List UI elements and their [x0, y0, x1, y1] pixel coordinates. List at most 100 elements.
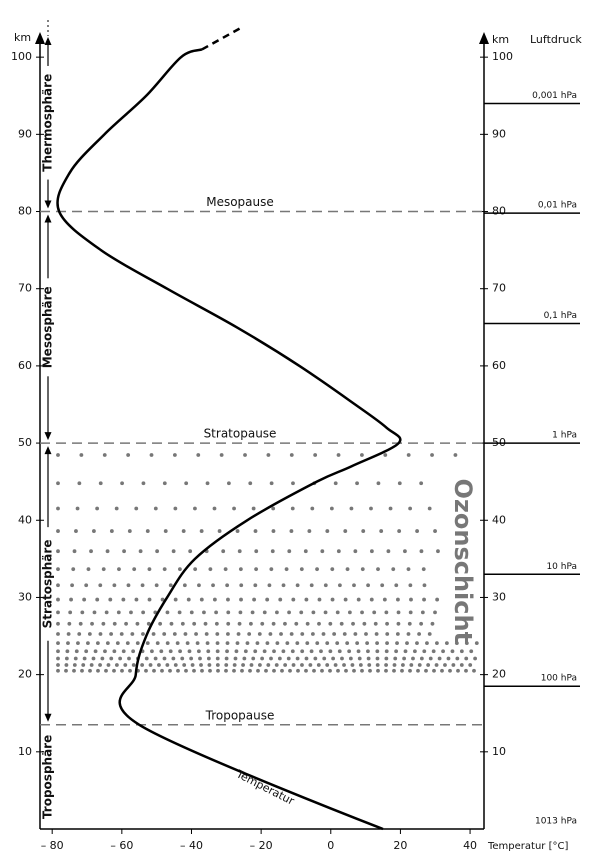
- ozone-dot: [403, 549, 407, 554]
- ozone-dot: [171, 549, 176, 554]
- ozone-dot: [140, 663, 145, 667]
- ozone-dots: [56, 453, 479, 673]
- ozone-dot: [116, 610, 121, 615]
- ozone-dot: [226, 621, 231, 626]
- ozone-dot: [250, 610, 255, 615]
- y-tick-label: 70: [18, 282, 32, 295]
- temperature-line: [201, 25, 245, 51]
- ozone-dot: [225, 649, 229, 654]
- ozone-dot: [368, 668, 372, 673]
- ozone-dot: [95, 506, 100, 511]
- ozone-dot: [239, 583, 244, 588]
- ozone-dot: [419, 621, 424, 626]
- ozone-dot: [351, 621, 355, 626]
- ozone-dot: [432, 668, 436, 673]
- ozone-dot: [168, 583, 173, 588]
- ozone-dot: [162, 567, 167, 572]
- ozone-dot: [335, 610, 340, 615]
- ozone-dot: [333, 481, 338, 486]
- ozone-dot: [108, 597, 113, 602]
- boundary-label: Stratopause: [204, 427, 277, 441]
- ozone-dot: [380, 583, 385, 588]
- ozone-dot: [444, 641, 449, 646]
- ozone-dot: [437, 656, 442, 661]
- ozone-dot: [141, 481, 146, 486]
- ozone-dot: [92, 610, 97, 615]
- ozone-dot: [375, 663, 380, 667]
- ozone-dot: [427, 632, 432, 636]
- ozone-dot: [95, 641, 100, 646]
- ozone-dot: [221, 549, 226, 554]
- ozone-dot: [112, 668, 116, 673]
- boundary-label: Mesopause: [206, 195, 274, 209]
- ozone-dot: [280, 668, 284, 673]
- y2-tick-label: 30: [492, 590, 506, 603]
- ozone-dot: [251, 656, 256, 661]
- ozone-dot: [189, 656, 194, 661]
- ozone-dot: [251, 506, 256, 511]
- ozone-dot: [72, 668, 76, 673]
- ozone-dot: [305, 641, 310, 646]
- ozone-dot: [109, 656, 114, 661]
- ozone-dot: [287, 610, 291, 615]
- ozone-dot: [180, 621, 185, 626]
- ozone-dot: [369, 549, 374, 554]
- ozone-dot: [129, 610, 133, 615]
- ozone-dot: [277, 656, 282, 661]
- ozone-dot: [104, 668, 108, 673]
- ozone-dot: [350, 663, 355, 667]
- ozone-dot: [207, 663, 212, 667]
- ozone-dot: [433, 610, 437, 615]
- x-tick-label: – 80: [41, 839, 64, 852]
- ozone-dot: [131, 649, 136, 654]
- ozone-dot: [347, 649, 352, 654]
- ozone-dot: [421, 567, 426, 572]
- ozone-dot: [146, 621, 151, 626]
- ozone-dot: [115, 641, 120, 646]
- ozone-dot: [419, 656, 424, 661]
- ozone-dot: [304, 668, 308, 673]
- ozone-dot: [79, 453, 84, 457]
- ozone-dot: [397, 529, 402, 533]
- ozone-dot: [274, 663, 279, 667]
- ozone-dot: [364, 632, 368, 636]
- ozone-dot: [291, 663, 296, 667]
- ozone-dot: [279, 632, 283, 636]
- ozone-dot: [205, 481, 210, 486]
- ozone-dot: [308, 663, 313, 667]
- ozone-dot: [127, 656, 131, 661]
- ozone-dot: [275, 610, 279, 615]
- ozone-dot: [80, 668, 84, 673]
- ozone-dot: [254, 549, 259, 554]
- ozone-dot: [173, 506, 178, 511]
- ozone-dot: [384, 656, 389, 661]
- ozone-dot: [300, 632, 305, 636]
- ozone-dot: [284, 567, 289, 572]
- ozone-dot: [325, 529, 330, 533]
- ozone-dot: [96, 668, 100, 673]
- ozone-dot: [411, 656, 415, 661]
- ozone-dot: [153, 506, 158, 511]
- ozone-dot: [117, 567, 121, 572]
- ozone-dot: [365, 641, 370, 646]
- y2-tick-label: 90: [492, 127, 506, 140]
- ozone-dot: [93, 649, 98, 654]
- y2-tick-label: 40: [492, 513, 506, 526]
- ozone-dot: [233, 656, 238, 661]
- ozone-dot: [385, 621, 389, 626]
- ozone-dot: [394, 649, 399, 654]
- ozone-dot: [199, 663, 203, 667]
- ozone-dot: [406, 567, 411, 572]
- ozone-dot: [132, 567, 137, 572]
- ozone-dot: [266, 663, 271, 667]
- y2-tick-label: 20: [492, 668, 506, 681]
- ozone-dot: [342, 632, 347, 636]
- ozone-dot: [67, 621, 72, 626]
- ozone-dot: [103, 649, 107, 654]
- ozone-dot: [169, 621, 174, 626]
- ozone-dot: [384, 663, 388, 667]
- ozone-dot: [271, 506, 276, 511]
- ozone-dot: [195, 641, 200, 646]
- ozone-dot: [184, 481, 189, 486]
